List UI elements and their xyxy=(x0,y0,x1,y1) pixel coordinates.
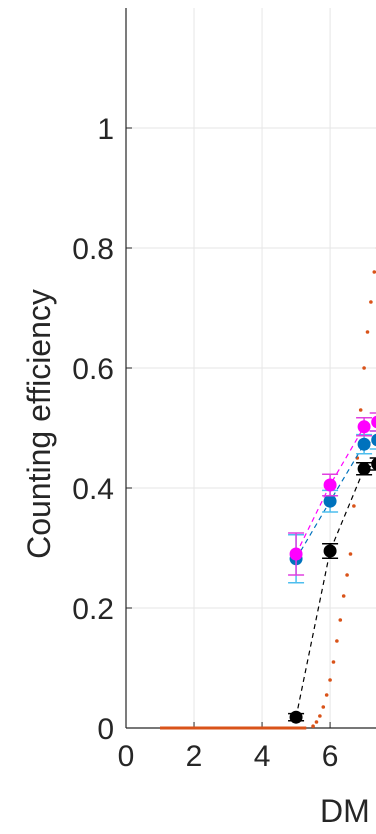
fit-point xyxy=(369,300,373,304)
fit-point xyxy=(365,330,370,334)
fit-point xyxy=(328,678,332,682)
series-line xyxy=(295,463,376,718)
fit-point xyxy=(311,724,315,728)
data-point xyxy=(371,433,376,447)
y-tick-label: 0.6 xyxy=(72,353,114,386)
y-tick-label: 0.2 xyxy=(72,593,114,626)
data-point xyxy=(323,478,337,492)
series-line xyxy=(295,421,376,555)
data-point xyxy=(323,544,337,558)
data-point xyxy=(357,420,371,434)
fit-point xyxy=(341,594,346,598)
y-axis-label: Counting efficiency xyxy=(21,289,57,559)
fit-point xyxy=(352,504,356,508)
data-point xyxy=(371,457,376,471)
fit-point xyxy=(335,639,339,643)
series-line xyxy=(295,439,376,560)
y-tick-label: 1 xyxy=(97,113,114,146)
grid-lines xyxy=(126,8,376,728)
x-tick-label: 4 xyxy=(254,740,271,773)
fit-point xyxy=(358,408,363,412)
fit-point xyxy=(314,720,319,724)
x-axis-label: DM xyxy=(320,793,370,829)
x-tick-label: 2 xyxy=(186,740,203,773)
fit-point xyxy=(345,573,349,577)
fit-point xyxy=(318,714,322,718)
x-tick-label: 6 xyxy=(322,740,339,773)
fit-point xyxy=(338,618,343,622)
data-point xyxy=(371,415,376,429)
fit-point xyxy=(324,693,329,697)
y-tick-label: 0.4 xyxy=(72,473,114,506)
y-tick-label: 0.8 xyxy=(72,233,114,266)
fit-point xyxy=(362,366,366,370)
tick-labels: 0 0.2 0.4 0.6 0.8 1 0 2 4 6 xyxy=(72,113,338,773)
data-series xyxy=(288,412,376,724)
fit-point xyxy=(372,270,376,274)
data-point xyxy=(289,710,303,724)
data-point xyxy=(289,547,303,561)
data-point xyxy=(357,437,371,451)
data-point xyxy=(357,462,371,476)
fit-point xyxy=(348,552,353,556)
data-point xyxy=(323,494,337,508)
x-tick-label: 0 xyxy=(118,740,135,773)
fit-point xyxy=(331,660,336,664)
y-tick-label: 0 xyxy=(97,713,114,746)
fit-point xyxy=(321,705,326,709)
fit-curve xyxy=(160,247,376,730)
